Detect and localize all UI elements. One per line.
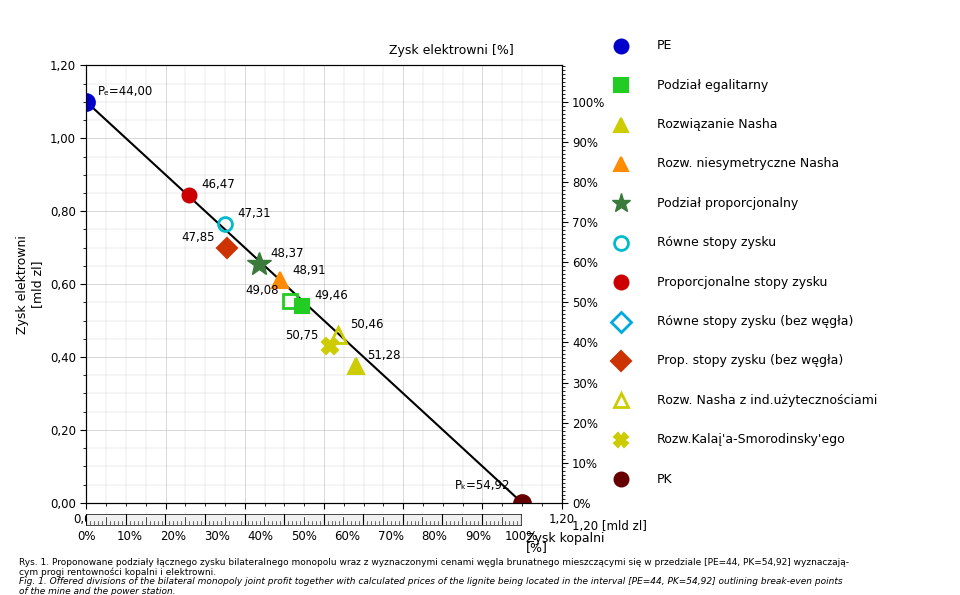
Text: PK: PK: [657, 473, 672, 486]
Text: 40%: 40%: [248, 531, 274, 543]
Text: Równe stopy zysku (bez węgła): Równe stopy zysku (bez węgła): [657, 315, 853, 328]
Text: Fig. 1. Offered divisions of the bilateral monopoly joint profit together with c: Fig. 1. Offered divisions of the bilater…: [19, 577, 843, 586]
Text: 50,75: 50,75: [285, 330, 318, 343]
Text: 20%: 20%: [160, 531, 186, 543]
Text: 0%: 0%: [77, 531, 96, 543]
Text: 46,47: 46,47: [202, 178, 235, 191]
Text: 80%: 80%: [421, 531, 447, 543]
Y-axis label: Zysk elektrowni
[mld zl]: Zysk elektrowni [mld zl]: [16, 234, 44, 334]
Text: Zysk kopalni: Zysk kopalni: [526, 532, 605, 545]
Text: PE: PE: [657, 39, 672, 52]
Text: 47,31: 47,31: [237, 207, 271, 220]
Text: 30%: 30%: [204, 531, 229, 543]
Text: of the mine and the power station.: of the mine and the power station.: [19, 587, 176, 595]
Text: 50,46: 50,46: [349, 318, 383, 331]
Text: Pₖ=54,92: Pₖ=54,92: [455, 479, 510, 492]
Text: 49,08: 49,08: [245, 284, 278, 297]
Text: 1,20 [mld zl]: 1,20 [mld zl]: [571, 520, 646, 533]
Text: Pₑ=44,00: Pₑ=44,00: [98, 85, 154, 98]
Text: Rozwiązanie Nasha: Rozwiązanie Nasha: [657, 118, 778, 131]
Text: Rozw. niesymetryczne Nasha: Rozw. niesymetryczne Nasha: [657, 158, 839, 170]
Text: Rozw.Kalaį'a-Smorodinsky'ego: Rozw.Kalaį'a-Smorodinsky'ego: [657, 433, 846, 446]
Text: 90%: 90%: [465, 531, 491, 543]
Text: 60%: 60%: [334, 531, 360, 543]
Text: Rozw. Nasha z ind.użytecznościami: Rozw. Nasha z ind.użytecznościami: [657, 394, 877, 407]
Text: 50%: 50%: [291, 531, 317, 543]
Text: 49,46: 49,46: [314, 289, 348, 302]
Text: [%]: [%]: [526, 541, 548, 554]
Text: 10%: 10%: [117, 531, 143, 543]
Text: 100%: 100%: [505, 531, 538, 543]
Text: 70%: 70%: [378, 531, 404, 543]
Text: Równe stopy zysku: Równe stopy zysku: [657, 236, 776, 249]
Text: 47,85: 47,85: [181, 231, 215, 244]
Text: Rys. 1. Proponowane podziały łącznego zysku bilateralnego monopolu wraz z wyznac: Rys. 1. Proponowane podziały łącznego zy…: [19, 558, 850, 567]
Text: Zysk elektrowni [%]: Zysk elektrowni [%]: [389, 43, 514, 57]
Text: Proporcjonalne stopy zysku: Proporcjonalne stopy zysku: [657, 275, 828, 289]
Text: Prop. stopy zysku (bez węgła): Prop. stopy zysku (bez węgła): [657, 355, 843, 368]
Text: 48,37: 48,37: [271, 248, 304, 261]
Text: cym progi rentowności kopalni i elektrowni.: cym progi rentowności kopalni i elektrow…: [19, 568, 216, 577]
Text: Podział egalitarny: Podział egalitarny: [657, 79, 768, 92]
Text: Podział proporcjonalny: Podział proporcjonalny: [657, 197, 798, 210]
Text: 48,91: 48,91: [292, 264, 326, 277]
Text: 51,28: 51,28: [368, 349, 401, 362]
